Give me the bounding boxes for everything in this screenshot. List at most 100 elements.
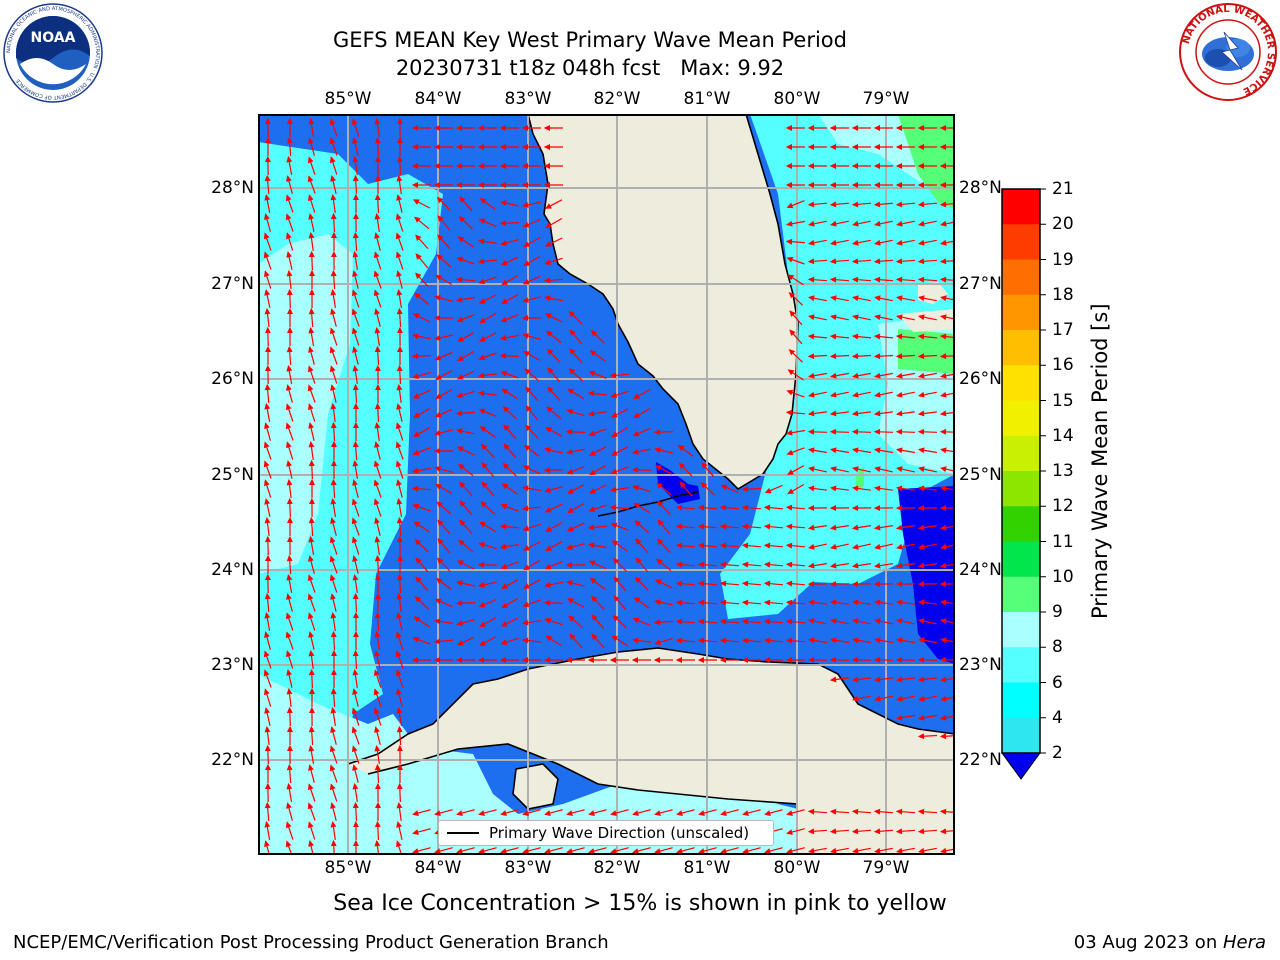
wave-direction-arrowhead — [263, 251, 270, 259]
wave-direction-arrowhead — [741, 561, 749, 568]
wave-direction-arrowhead — [500, 503, 508, 510]
lon-tick-top-6: 79°W — [862, 89, 910, 109]
wave-direction-arrowhead — [807, 428, 815, 435]
colorbar-segment — [1002, 400, 1040, 437]
wave-direction-arrowhead — [545, 203, 552, 209]
wave-direction-arrowhead — [807, 581, 814, 587]
wave-direction-arrowhead — [741, 656, 748, 664]
wave-direction-arrowhead — [939, 143, 946, 151]
wave-direction-arrowhead — [829, 428, 837, 435]
wave-direction-arrowhead — [609, 656, 616, 664]
wave-direction-arrowhead — [808, 295, 815, 302]
wave-direction-arrowhead — [587, 656, 594, 664]
wave-direction-arrowhead — [895, 637, 903, 644]
wave-direction-arrowhead — [632, 484, 639, 491]
wave-direction-arrowhead — [352, 364, 359, 372]
wave-direction-arrowhead — [375, 364, 381, 371]
wave-direction-arrowhead — [374, 592, 382, 599]
colorbar-segment — [1002, 541, 1040, 578]
wave-direction-arrowhead — [588, 810, 595, 816]
wave-direction-arrowhead — [873, 143, 880, 151]
wave-direction-arrowhead — [789, 329, 796, 336]
wave-direction-arrowhead — [264, 611, 271, 619]
wave-direction-arrowhead — [413, 521, 421, 528]
wave-direction-arrowhead — [852, 314, 859, 321]
wave-direction-arrowhead — [656, 558, 663, 565]
wave-direction-arrowhead — [264, 554, 272, 561]
wave-direction-arrowhead — [264, 840, 270, 848]
wave-direction-arrowhead — [373, 498, 380, 506]
wave-direction-arrowhead — [395, 669, 402, 677]
wave-direction-arrowhead — [763, 637, 771, 644]
wave-direction-arrowhead — [610, 412, 618, 418]
wave-direction-arrowhead — [874, 239, 881, 246]
wave-direction-arrowhead — [544, 810, 551, 816]
wave-direction-arrowhead — [631, 637, 639, 644]
wave-direction-arrowhead — [330, 212, 337, 220]
wave-direction-arrowhead — [807, 447, 815, 454]
wave-direction-arrowhead — [396, 497, 403, 505]
wave-direction-arrowhead — [456, 639, 464, 646]
wave-direction-arrowhead — [653, 429, 661, 436]
wave-direction-arrowhead — [698, 810, 705, 816]
lat-tick-right-2: 26°N — [959, 369, 1002, 389]
wave-direction-arrowhead — [501, 279, 509, 286]
wave-direction-arrowhead — [521, 656, 528, 664]
wave-direction-arrowhead — [478, 408, 486, 415]
lon-tick-top-3: 82°W — [593, 89, 641, 109]
wave-direction-arrowhead — [285, 631, 292, 639]
wave-direction-arrowhead — [567, 598, 574, 604]
wave-direction-arrowhead — [458, 539, 465, 546]
wave-direction-arrowhead — [308, 137, 314, 144]
wave-direction-arrowhead — [351, 707, 358, 715]
wave-direction-arrowhead — [829, 410, 837, 417]
wave-direction-arrowhead — [852, 618, 859, 625]
wave-direction-arrowhead — [264, 402, 271, 410]
lat-tick-right-4: 24°N — [959, 560, 1002, 580]
wave-direction-arrowhead — [830, 543, 837, 550]
colorbar-underflow-triangle — [1001, 752, 1041, 780]
wave-direction-arrowhead — [742, 848, 749, 854]
wave-direction-arrowhead — [374, 517, 380, 524]
wave-direction-arrowhead — [697, 504, 705, 511]
wave-direction-arrowhead — [309, 706, 315, 713]
wave-direction-arrowhead — [330, 726, 336, 733]
wave-direction-arrowhead — [415, 234, 422, 242]
wave-direction-arrowhead — [544, 447, 551, 453]
wave-direction-arrowhead — [940, 220, 947, 227]
wave-direction-arrowhead — [307, 612, 314, 620]
wave-direction-arrowhead — [895, 201, 903, 208]
wave-direction-arrowhead — [374, 630, 381, 638]
wave-direction-arrowhead — [433, 618, 441, 625]
wave-direction-arrowhead — [939, 485, 947, 492]
wave-direction-arrowhead — [851, 562, 859, 569]
wave-direction-arrowhead — [785, 542, 793, 549]
wave-direction-arrowhead — [396, 270, 402, 277]
wave-direction-arrowhead — [287, 744, 293, 751]
wave-direction-arrowhead — [657, 500, 664, 508]
wave-direction-arrowhead — [480, 443, 488, 451]
wave-direction-arrowhead — [309, 288, 315, 295]
wave-direction-arrowhead — [676, 810, 683, 816]
wave-direction-arrowhead — [412, 333, 419, 340]
wave-direction-arrowhead — [807, 562, 815, 569]
wave-direction-arrowhead — [785, 220, 793, 227]
wave-direction-arrowhead — [500, 810, 507, 816]
wave-direction-arrowhead — [829, 447, 837, 454]
wave-direction-arrowhead — [807, 485, 815, 492]
footer-right: 03 Aug 2023 on Hera — [1074, 932, 1266, 954]
wave-direction-arrowhead — [331, 250, 337, 257]
wave-direction-arrowhead — [374, 136, 381, 144]
wave-direction-arrowhead — [763, 580, 771, 587]
wave-direction-arrowhead — [396, 725, 403, 733]
wave-direction-arrowhead — [895, 505, 902, 511]
wave-direction-arrowhead — [351, 517, 358, 525]
wave-direction-arrowhead — [502, 406, 510, 413]
wave-direction-arrowhead — [785, 124, 792, 132]
wave-direction-arrowhead — [785, 409, 793, 416]
wave-direction-arrowhead — [873, 524, 881, 531]
wave-direction-arrowhead — [785, 504, 793, 511]
wave-direction-arrowhead — [874, 466, 881, 473]
wave-direction-arrowhead — [895, 143, 902, 151]
wave-direction-arrowhead — [896, 466, 903, 473]
